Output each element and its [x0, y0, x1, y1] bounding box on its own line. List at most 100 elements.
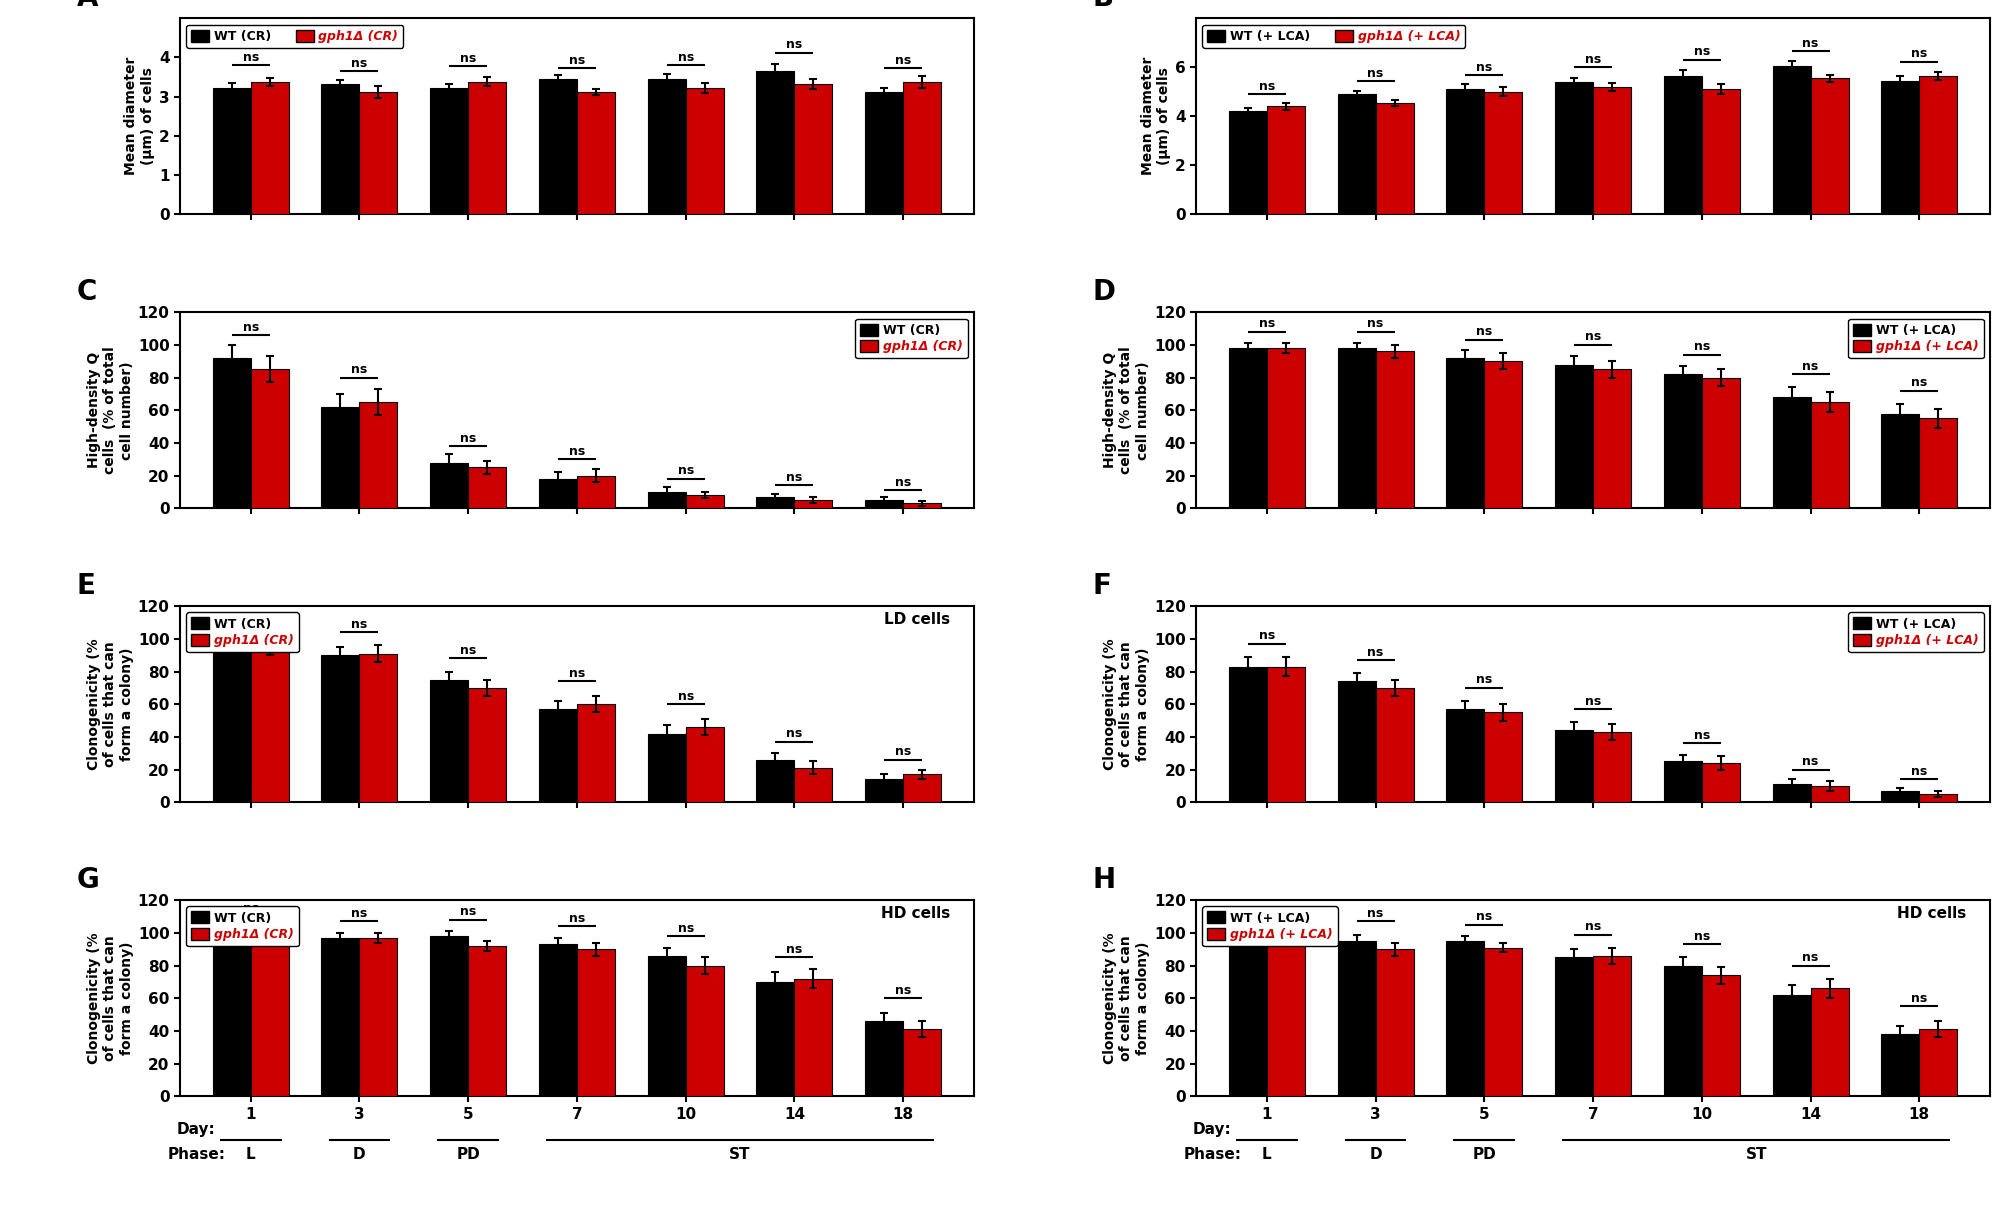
- Text: ns: ns: [1584, 330, 1602, 343]
- Bar: [756, 497, 794, 508]
- Text: L: L: [246, 1147, 256, 1162]
- Text: ns: ns: [352, 363, 368, 376]
- Text: HD cells: HD cells: [880, 906, 950, 921]
- Bar: [1338, 681, 1376, 803]
- Text: ns: ns: [1584, 52, 1602, 66]
- Bar: [1484, 362, 1522, 508]
- Bar: [468, 688, 506, 803]
- Text: H: H: [1092, 866, 1116, 894]
- Legend: WT (CR), gph1Δ (CR): WT (CR), gph1Δ (CR): [186, 613, 298, 652]
- Legend: WT (CR), gph1Δ (CR): WT (CR), gph1Δ (CR): [186, 906, 298, 946]
- Bar: [212, 933, 250, 1096]
- Text: ns: ns: [678, 922, 694, 934]
- Bar: [1376, 688, 1414, 803]
- Bar: [1484, 91, 1522, 214]
- Text: ns: ns: [1476, 325, 1492, 339]
- Bar: [360, 402, 398, 508]
- Bar: [794, 767, 832, 803]
- Bar: [648, 79, 686, 214]
- Bar: [538, 479, 576, 508]
- Text: ns: ns: [896, 745, 912, 758]
- Bar: [250, 647, 288, 803]
- Bar: [1810, 786, 1848, 803]
- Text: ns: ns: [1258, 79, 1274, 93]
- Bar: [430, 88, 468, 214]
- Text: LD cells: LD cells: [884, 613, 950, 627]
- Text: ns: ns: [1694, 45, 1710, 58]
- Text: ns: ns: [1368, 67, 1384, 80]
- Bar: [468, 946, 506, 1096]
- Bar: [1594, 86, 1632, 214]
- Text: ns: ns: [678, 689, 694, 703]
- Bar: [1702, 378, 1740, 508]
- Bar: [1664, 966, 1702, 1096]
- Text: ns: ns: [568, 666, 586, 680]
- Legend: WT (+ LCA), gph1Δ (+ LCA): WT (+ LCA), gph1Δ (+ LCA): [1848, 613, 1984, 652]
- Text: ST: ST: [730, 1147, 750, 1162]
- Text: ns: ns: [460, 905, 476, 918]
- Bar: [686, 727, 724, 803]
- Bar: [1810, 402, 1848, 508]
- Bar: [212, 358, 250, 508]
- Bar: [322, 407, 360, 508]
- Text: ns: ns: [678, 51, 694, 63]
- Bar: [322, 655, 360, 803]
- Bar: [1484, 948, 1522, 1096]
- Bar: [1594, 369, 1632, 508]
- Text: ns: ns: [786, 38, 802, 51]
- Bar: [1772, 784, 1810, 803]
- Bar: [1376, 102, 1414, 214]
- Text: PD: PD: [456, 1147, 480, 1162]
- Text: ns: ns: [352, 56, 368, 69]
- Y-axis label: High-density Q
cells  (% of total
cell number): High-density Q cells (% of total cell nu…: [88, 346, 134, 474]
- Bar: [1484, 713, 1522, 803]
- Bar: [212, 88, 250, 214]
- Text: ns: ns: [242, 903, 258, 915]
- Bar: [468, 468, 506, 508]
- Bar: [538, 944, 576, 1096]
- Bar: [538, 709, 576, 803]
- Text: C: C: [76, 279, 98, 307]
- Y-axis label: Mean diameter
(μm) of cells: Mean diameter (μm) of cells: [1140, 57, 1170, 175]
- Bar: [1772, 66, 1810, 214]
- Text: ns: ns: [1476, 674, 1492, 686]
- Bar: [430, 937, 468, 1096]
- Text: ns: ns: [568, 54, 586, 67]
- Text: ns: ns: [242, 51, 258, 63]
- Text: ns: ns: [1584, 694, 1602, 708]
- Y-axis label: Mean diameter
(μm) of cells: Mean diameter (μm) of cells: [124, 57, 154, 175]
- Bar: [1266, 106, 1304, 214]
- Bar: [1664, 761, 1702, 803]
- Y-axis label: Clonogenicity (%
of cells that can
form a colony): Clonogenicity (% of cells that can form …: [1104, 638, 1150, 770]
- Text: Phase:: Phase:: [1184, 1147, 1242, 1162]
- Bar: [212, 650, 250, 803]
- Text: Day:: Day:: [176, 1122, 216, 1136]
- Bar: [1810, 78, 1848, 214]
- Bar: [1338, 348, 1376, 508]
- Text: ns: ns: [460, 644, 476, 657]
- Bar: [1228, 348, 1266, 508]
- Bar: [250, 82, 288, 214]
- Text: ns: ns: [1802, 37, 1818, 50]
- Bar: [1556, 364, 1594, 508]
- Text: ns: ns: [242, 320, 258, 334]
- Text: ns: ns: [896, 476, 912, 488]
- Text: ns: ns: [1802, 359, 1818, 373]
- Y-axis label: Clonogenicity (%
of cells that can
form a colony): Clonogenicity (% of cells that can form …: [88, 638, 134, 770]
- Bar: [1376, 352, 1414, 508]
- Text: Phase:: Phase:: [168, 1147, 226, 1162]
- Text: ns: ns: [896, 54, 912, 67]
- Bar: [576, 93, 614, 214]
- Bar: [1556, 957, 1594, 1096]
- Text: LD cells: LD cells: [1900, 613, 1966, 627]
- Text: ns: ns: [786, 727, 802, 741]
- Bar: [1664, 374, 1702, 508]
- Y-axis label: Clonogenicity (%
of cells that can
form a colony): Clonogenicity (% of cells that can form …: [88, 933, 134, 1065]
- Bar: [1882, 414, 1920, 508]
- Bar: [1594, 732, 1632, 803]
- Legend: WT (CR), gph1Δ (CR): WT (CR), gph1Δ (CR): [186, 24, 404, 48]
- Legend: WT (CR), gph1Δ (CR): WT (CR), gph1Δ (CR): [856, 318, 968, 358]
- Bar: [866, 93, 904, 214]
- Bar: [686, 88, 724, 214]
- Text: F: F: [1092, 572, 1112, 600]
